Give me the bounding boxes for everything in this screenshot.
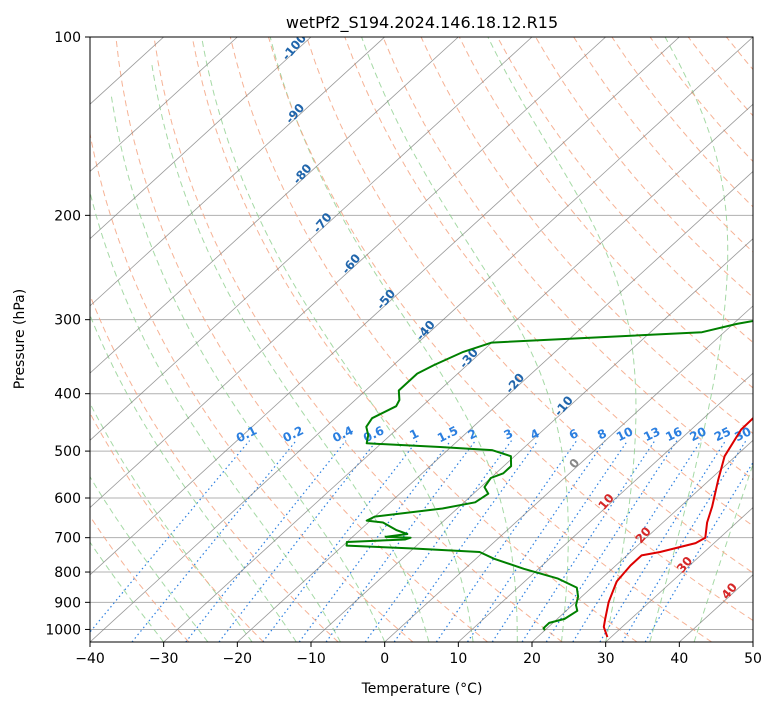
moist-adiabat-line [693, 462, 753, 642]
mixing-ratio-line [131, 440, 297, 642]
mixing-ratio-line [262, 440, 418, 642]
moist-adiabat-line [201, 37, 474, 642]
dry-adiabat-line [115, 37, 488, 642]
isotherm-line [90, 37, 385, 307]
y-tick-label: 800 [54, 565, 81, 581]
mixing-ratio-line [364, 440, 512, 642]
mixing-ratio-line [185, 440, 347, 642]
moist-adiabats [90, 37, 753, 642]
dry-adiabat-line [90, 131, 414, 642]
isotherm-line [163, 103, 753, 642]
dry-adiabat-line [191, 37, 638, 642]
dewpoint-profile-line [345, 319, 753, 631]
y-tick-label: 200 [54, 208, 81, 224]
isotherm-line [310, 238, 753, 642]
x-tick-label: −40 [75, 651, 105, 667]
y-tick-label: 400 [54, 387, 81, 403]
moist-adiabat-line [90, 402, 253, 642]
y-axis-ticks: 100 200 300 400 500 600 700 800 900 1000 [45, 30, 90, 638]
y-tick-label: 100 [54, 30, 81, 46]
moist-adiabat-line [90, 190, 341, 642]
dry-adiabat-line [90, 412, 264, 642]
isotherm-line [90, 37, 680, 576]
x-tick-label: −10 [296, 651, 326, 667]
moist-adiabat-line [487, 37, 637, 642]
mixing-ratio-label: 30 [732, 424, 753, 444]
isotherm-line [90, 37, 238, 172]
x-tick-label: 0 [380, 651, 389, 667]
isotherm-line [90, 37, 753, 642]
x-tick-label: −30 [149, 651, 179, 667]
mixing-ratio-label: 10 [614, 424, 635, 444]
mixing-ratio-label: 16 [663, 424, 684, 444]
dry-adiabat-line [535, 37, 753, 298]
x-tick-label: 40 [670, 651, 688, 667]
moist-adiabat-line [649, 37, 729, 642]
temperature-profile-line [602, 416, 753, 638]
y-tick-label: 500 [54, 444, 81, 460]
chart-title: wetPf2_S194.2024.146.18.12.R15 [286, 13, 558, 33]
y-tick-label: 300 [54, 313, 81, 329]
dry-adiabats [90, 37, 753, 642]
x-tick-label: −20 [223, 651, 253, 667]
x-tick-label: 30 [597, 651, 615, 667]
profile-series [345, 319, 753, 638]
isotherm-line [458, 372, 753, 642]
moist-adiabat-line [150, 61, 430, 642]
plot-frame [89, 36, 754, 643]
isotherm-line [90, 37, 606, 509]
mixing-ratio-line [393, 440, 539, 642]
dry-adiabat-line [268, 37, 753, 622]
y-tick-label: 600 [54, 491, 81, 507]
dry-adiabat-line [382, 37, 753, 481]
mixing-ratio-line [90, 440, 251, 633]
moist-adiabat-line [361, 37, 569, 642]
moist-adiabat-line [110, 94, 386, 642]
moist-adiabat-line [269, 37, 518, 642]
isotherm-line [90, 37, 533, 441]
dry-adiabat-line [153, 37, 563, 642]
dry-adiabat-line [90, 515, 190, 642]
x-axis-ticks: −40 −30 −20 −10 0 10 20 30 40 50 [75, 642, 762, 667]
x-tick-label: 50 [744, 651, 762, 667]
mixing-ratio-label: 25 [712, 424, 733, 444]
mixing-ratio-line [521, 440, 656, 642]
mixing-ratio-line [644, 461, 753, 642]
isotherm-line [531, 439, 753, 642]
mixing-ratio-line [599, 440, 727, 642]
y-tick-label: 700 [54, 531, 81, 547]
isotherm-line [605, 507, 753, 642]
dry-adiabat-line [229, 37, 712, 642]
dry-adiabat-line [306, 37, 753, 574]
x-tick-label: 20 [523, 651, 541, 667]
y-axis-label: Pressure (hPa) [12, 289, 28, 389]
mixing-ratio-label: 20 [687, 424, 708, 444]
y-tick-label: 1000 [45, 622, 81, 638]
mixing-ratio-label: 13 [641, 424, 662, 444]
dry-adiabat-line [90, 293, 339, 642]
mixing-ratio-line [298, 440, 452, 642]
isotherm-line [90, 37, 459, 374]
x-axis-label: Temperature (°C) [361, 681, 483, 697]
y-tick-label: 900 [54, 595, 81, 611]
isotherm-line [90, 37, 312, 240]
plot-area: 0.10.20.40.611.52346810131620253036-100-… [90, 37, 753, 642]
dry-adiabat-line [496, 37, 753, 344]
x-tick-label: 10 [449, 651, 467, 667]
isotherm-line [384, 305, 753, 642]
